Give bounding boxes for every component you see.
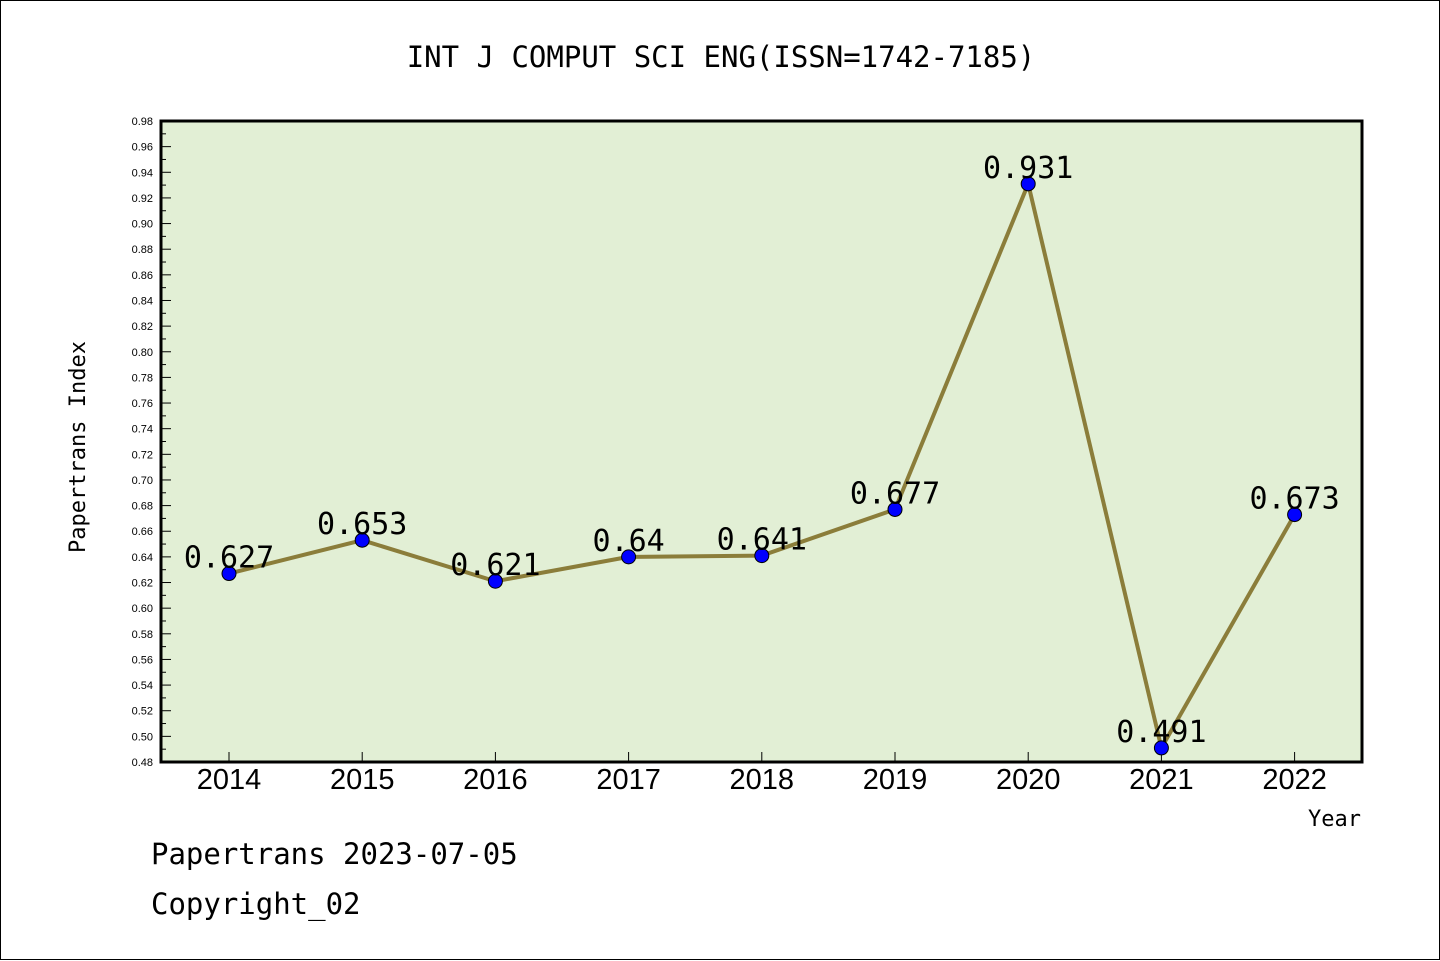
data-point xyxy=(887,501,903,517)
x-tick-label: 2020 xyxy=(996,764,1061,796)
y-tick-label: 0.92 xyxy=(132,193,153,205)
y-tick-label: 0.70 xyxy=(132,475,153,487)
y-tick-label: 0.96 xyxy=(132,142,153,154)
y-tick-label: 0.62 xyxy=(132,578,153,590)
data-label: 0.491 xyxy=(1116,715,1206,750)
y-tick-label: 0.86 xyxy=(132,270,153,282)
data-point xyxy=(1287,507,1303,523)
data-point xyxy=(221,566,237,582)
y-tick-label: 0.84 xyxy=(132,295,153,307)
y-tick-label: 0.48 xyxy=(132,757,153,769)
y-tick-label: 0.54 xyxy=(132,680,153,692)
data-point xyxy=(754,548,770,564)
footer-copyright-text: Copyright_02 xyxy=(151,887,361,921)
chart-title: INT J COMPUT SCI ENG(ISSN=1742-7185) xyxy=(407,40,1036,74)
x-tick-label: 2017 xyxy=(596,764,661,796)
y-tick-label: 0.56 xyxy=(132,654,153,666)
y-tick-label: 0.66 xyxy=(132,526,153,538)
y-tick-label: 0.78 xyxy=(132,372,153,384)
y-tick-label: 0.98 xyxy=(132,116,153,128)
data-point xyxy=(1153,740,1169,756)
x-axis-ticks: 2014 2015 2016 2017 2018 2019 2020 2021 2022 xyxy=(197,752,1327,796)
y-axis-ticks: 0.48 0.50 0.52 0.54 0.56 0.58 0.60 0.62 0.64 0.66… xyxy=(132,116,171,769)
data-point xyxy=(1020,176,1036,192)
y-tick-label: 0.58 xyxy=(132,629,153,641)
y-tick-label: 0.72 xyxy=(132,449,153,461)
data-label: 0.653 xyxy=(317,507,407,542)
x-tick-label: 2014 xyxy=(197,764,262,796)
y-tick-label: 0.50 xyxy=(132,731,153,743)
data-label: 0.64 xyxy=(592,524,664,559)
data-point xyxy=(621,549,637,565)
y-tick-label: 0.80 xyxy=(132,347,153,359)
x-tick-label: 2022 xyxy=(1262,764,1327,796)
y-tick-label: 0.64 xyxy=(132,552,153,564)
data-label: 0.627 xyxy=(184,541,274,576)
data-label: 0.931 xyxy=(983,151,1073,186)
y-tick-label: 0.52 xyxy=(132,706,153,718)
y-tick-label: 0.94 xyxy=(132,167,153,179)
series-layer: 0.627 0.653 0.621 0.64 0.641 0.677 0.931 0.491 0… xyxy=(184,151,1340,756)
x-axis-label: Year xyxy=(1308,807,1361,832)
y-tick-label: 0.60 xyxy=(132,603,153,615)
data-label: 0.641 xyxy=(717,523,807,558)
x-tick-label: 2018 xyxy=(730,764,795,796)
data-label: 0.677 xyxy=(850,476,940,511)
y-tick-label: 0.74 xyxy=(132,424,153,436)
plot-area xyxy=(161,121,1362,762)
y-tick-label: 0.90 xyxy=(132,219,153,231)
data-label: 0.621 xyxy=(450,548,540,583)
footer-date-text: Papertrans 2023-07-05 xyxy=(151,837,518,871)
y-tick-label: 0.88 xyxy=(132,244,153,256)
data-label: 0.673 xyxy=(1249,482,1339,517)
x-tick-label: 2021 xyxy=(1129,764,1194,796)
y-tick-label: 0.76 xyxy=(132,398,153,410)
x-tick-label: 2015 xyxy=(330,764,395,796)
x-tick-label: 2019 xyxy=(863,764,928,796)
y-tick-label: 0.82 xyxy=(132,321,153,333)
data-point xyxy=(354,532,370,548)
x-tick-label: 2016 xyxy=(463,764,528,796)
y-axis-label: Papertrans Index xyxy=(66,341,91,553)
y-tick-label: 0.68 xyxy=(132,501,153,513)
plot-border xyxy=(159,119,1364,764)
data-point xyxy=(487,573,503,589)
